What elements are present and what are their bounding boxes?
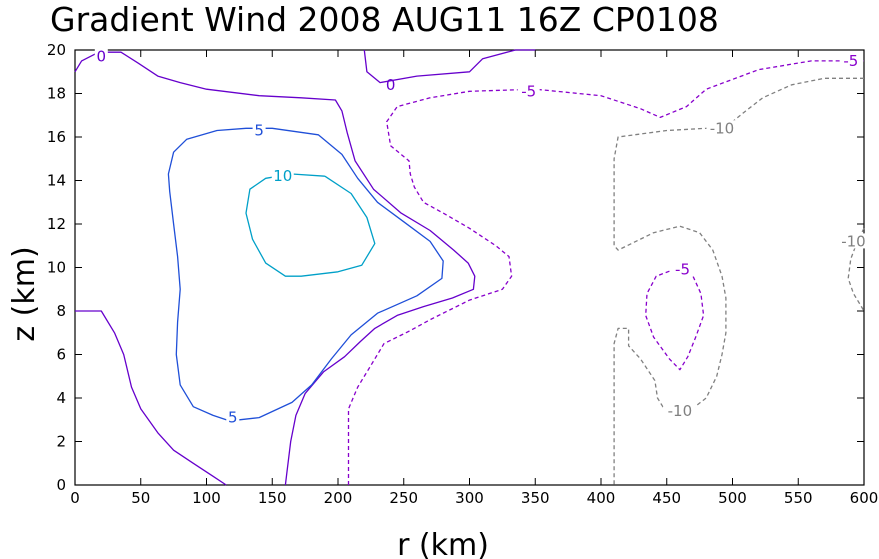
contour-label-bg <box>271 168 294 184</box>
contour-line-6 <box>645 269 705 371</box>
x-tick-label: 50 <box>131 489 150 507</box>
contour-label: 5 <box>228 409 238 427</box>
contour-line-2 <box>363 49 536 84</box>
x-tick-label: 400 <box>587 489 616 507</box>
chart-title: Gradient Wind 2008 AUG11 16Z CP0108 <box>50 0 719 39</box>
y-tick-label: 2 <box>56 433 66 451</box>
contour-lines: 0 0 5 5 10 -5 -5 -5 -10 -10 -10 <box>74 48 869 486</box>
x-tick-label: 300 <box>455 489 484 507</box>
contour-label-bg <box>252 122 266 138</box>
y-tick-label: 10 <box>47 259 66 277</box>
y-tick-label: 0 <box>56 476 66 494</box>
contour-label: -10 <box>841 232 866 250</box>
contour-label-bg <box>94 48 108 64</box>
x-tick-label: 150 <box>258 489 287 507</box>
contour-label: 0 <box>97 48 107 66</box>
contour-label: -5 <box>675 261 690 279</box>
contour-label-bg <box>664 403 696 419</box>
x-tick-label: 200 <box>324 489 353 507</box>
contour-line-7 <box>613 77 864 485</box>
x-tick-label: 600 <box>850 489 879 507</box>
y-tick-label: 12 <box>47 215 66 233</box>
contour-label-bg <box>517 83 540 99</box>
plot-axes: 0 50 100 150 200 250 300 350 400 450 500 550 6000246… <box>47 41 878 507</box>
contour-label: 5 <box>254 121 264 139</box>
y-tick-label: 18 <box>47 85 66 103</box>
contour-label: 10 <box>273 167 292 185</box>
contour-line-1 <box>75 310 227 486</box>
y-tick-label: 6 <box>56 346 66 364</box>
contour-label: -10 <box>710 119 735 137</box>
x-tick-label: 450 <box>652 489 681 507</box>
contour-line-4 <box>245 173 376 277</box>
x-tick-label: 0 <box>70 489 80 507</box>
x-tick-label: 250 <box>389 489 418 507</box>
contour-label-bg <box>671 261 694 277</box>
contour-label: -10 <box>668 402 693 420</box>
y-tick-label: 8 <box>56 302 66 320</box>
y-axis-title: z (km) <box>7 246 42 341</box>
plot-frame <box>74 49 865 486</box>
contour-label-bg <box>837 233 869 249</box>
contour-label-bg <box>226 409 240 425</box>
x-tick-label: 350 <box>521 489 550 507</box>
contour-label: -5 <box>521 82 536 100</box>
contour-label: -5 <box>843 52 858 70</box>
y-tick-label: 16 <box>47 128 66 146</box>
x-tick-label: 550 <box>784 489 813 507</box>
y-tick-label: 14 <box>47 172 66 190</box>
contour-line-3 <box>167 127 444 421</box>
y-tick-label: 20 <box>47 41 66 59</box>
x-tick-label: 500 <box>718 489 747 507</box>
contour-label: 0 <box>386 76 396 94</box>
y-tick-label: 4 <box>56 389 66 407</box>
contour-line-0 <box>74 51 476 486</box>
x-tick-label: 100 <box>192 489 221 507</box>
contour-line-5 <box>347 60 864 485</box>
x-axis-title: r (km) <box>397 528 489 559</box>
contour-label-bg <box>706 120 738 136</box>
contour-label-bg <box>839 52 862 68</box>
